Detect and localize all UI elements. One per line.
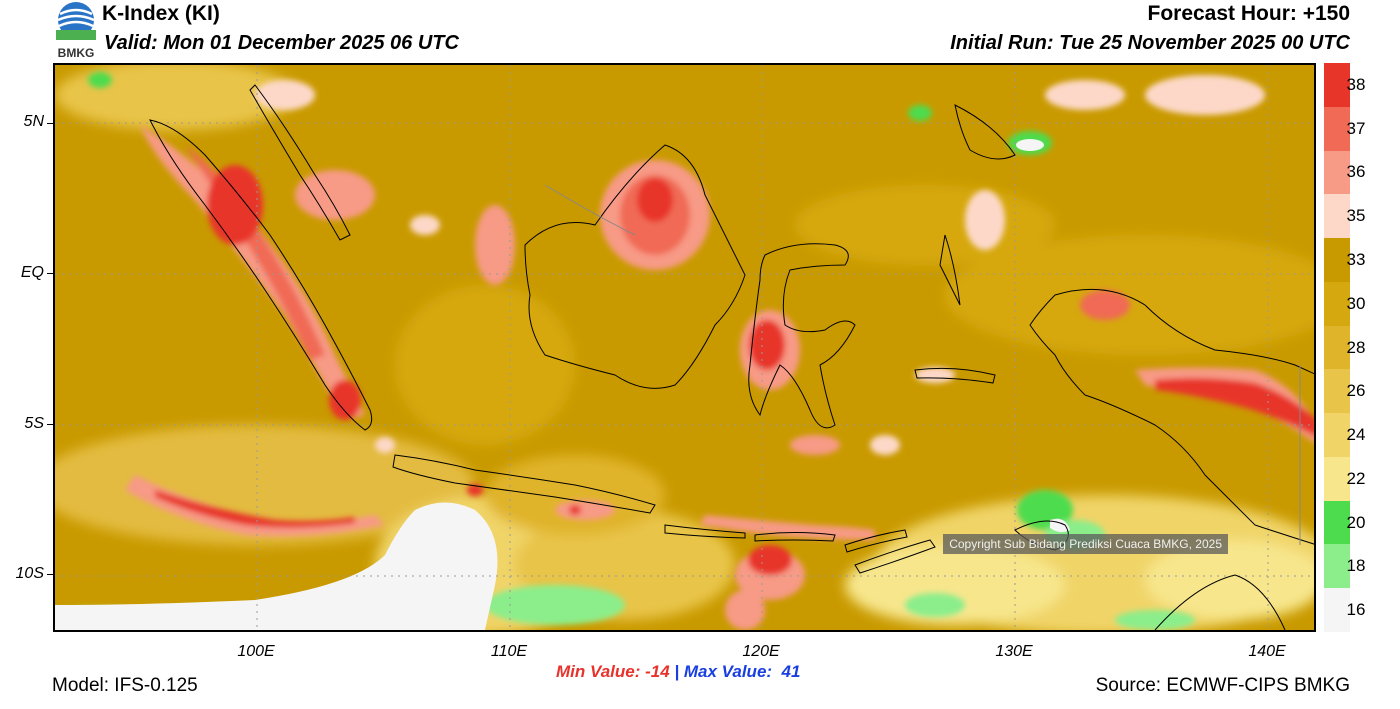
colorbar-label: 18 [1346,556,1366,576]
colorbar-label: 28 [1346,337,1366,357]
colorbar-label: 38 [1346,74,1366,94]
colorbar-segment [1324,369,1350,414]
field-high-k-zones [125,75,1314,630]
colorbar-label: 22 [1346,468,1366,488]
boundaries [544,184,1301,545]
lat-label-5n: 5N [23,113,44,130]
colorbar-segment [1324,500,1350,545]
lon-label-120e: 120E [742,643,780,660]
colorbar-segment [1324,194,1350,239]
colorbar-segment [1324,150,1350,195]
forecast-hour: Forecast Hour: +150 [1147,2,1351,25]
field-min-zone-north [1016,139,1044,151]
lat-label-5s: 5S [24,415,44,432]
colorbar-segment [1324,325,1350,370]
field-min-zone [55,502,498,630]
lon-label-140e: 140E [1248,643,1286,660]
colorbar-label: 16 [1346,600,1366,620]
colorbar-segment [1324,456,1350,501]
lat-tick-5n [47,123,53,124]
max-value: Max Value: 41 [683,662,801,681]
colorbar-segment [1324,63,1350,107]
colorbar-segment [1324,238,1350,283]
chart-title: K-Index (KI) [102,2,220,25]
initial-run: Initial Run: Tue 25 November 2025 00 UTC [950,32,1350,54]
colorbar-segment [1324,281,1350,326]
colorbar-segment [1324,413,1350,458]
min-value: Min Value: -14 [556,662,670,681]
colorbar-label: 26 [1346,381,1366,401]
colorbar-label: 35 [1346,206,1366,226]
colorbar-label: 36 [1346,162,1366,182]
colorbar-segment [1324,544,1350,589]
colorbar [1324,63,1350,633]
min-max-values: Min Value: -14 | Max Value: 41 [556,662,800,682]
lat-label-eq: EQ [20,264,44,281]
logo-text: BMKG [58,46,95,60]
source-label: Source: ECMWF-CIPS BMKG [1095,675,1350,696]
lon-label-130e: 130E [995,643,1033,660]
colorbar-label: 30 [1346,293,1366,313]
colorbar-label: 33 [1346,249,1366,269]
model-label: Model: IFS-0.125 [52,675,198,696]
coastlines [149,84,1314,630]
k-index-map: Copyright Sub Bidang Prediksi Cuaca BMKG… [53,63,1316,632]
colorbar-segment [1324,588,1350,633]
colorbar-label: 37 [1346,118,1366,138]
lat-tick-eq [47,273,53,274]
copyright-notice: Copyright Sub Bidang Prediksi Cuaca BMKG… [943,534,1228,554]
lat-tick-5s [47,424,53,425]
bmkg-logo: BMKG [56,2,96,60]
minmax-separator: | [669,662,684,681]
lon-label-100e: 100E [237,643,275,660]
colorbar-segment [1324,106,1350,151]
lat-tick-10s [47,574,53,575]
colorbar-label: 24 [1346,425,1366,445]
lon-label-110e: 110E [490,643,528,660]
valid-time: Valid: Mon 01 December 2025 06 UTC [104,32,459,54]
lat-label-10s: 10S [15,565,44,582]
colorbar-label: 20 [1346,512,1366,532]
